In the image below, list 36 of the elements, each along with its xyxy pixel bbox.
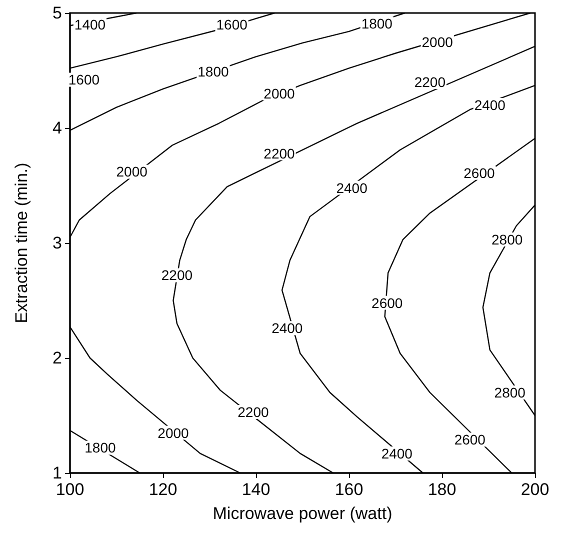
annotation: 2400	[474, 97, 506, 113]
annotation: 2800	[494, 384, 526, 400]
y-tick-label: 5	[52, 4, 62, 22]
annotation: 1800	[361, 15, 393, 32]
annotation: 2600	[464, 164, 495, 181]
x-tick-label: 200	[520, 480, 550, 499]
annotation: 2000	[158, 424, 190, 441]
annotation: 2400	[381, 445, 413, 462]
y-tick-label: 1	[52, 464, 62, 482]
annotation: 2400	[272, 320, 303, 336]
x-tick-label: 100	[56, 480, 84, 499]
y-tick-label: 2	[52, 348, 62, 368]
y-tick-label: 3	[52, 234, 62, 252]
annotation: 2600	[372, 294, 403, 311]
x-tick-label: 120	[148, 480, 178, 499]
annotation: 1800	[198, 64, 229, 80]
x-tick-label: 160	[334, 480, 364, 499]
x-axis-title: Microwave power (watt)	[212, 504, 392, 523]
y-tick-label: 4	[52, 118, 62, 138]
annotation: 2200	[264, 145, 296, 162]
annotation: 2200	[161, 267, 193, 284]
annotation: 2000	[264, 86, 296, 102]
x-tick-label: 140	[242, 480, 270, 499]
x-tick-label: 180	[428, 480, 456, 499]
annotation: 1800	[84, 440, 116, 456]
y-axis-title: Extraction time (min.)	[12, 162, 31, 324]
annotation: 2000	[116, 164, 148, 180]
annotation: 2000	[422, 34, 454, 50]
annotation: 2200	[238, 404, 269, 420]
annotation: 1400	[74, 16, 106, 32]
annotation: 1600	[68, 72, 100, 88]
annotation: 2200	[414, 74, 446, 90]
annotation: 2400	[336, 180, 368, 196]
annotation: 1600	[216, 16, 248, 32]
annotation: 2600	[454, 432, 486, 448]
annotation: 2800	[492, 232, 523, 248]
